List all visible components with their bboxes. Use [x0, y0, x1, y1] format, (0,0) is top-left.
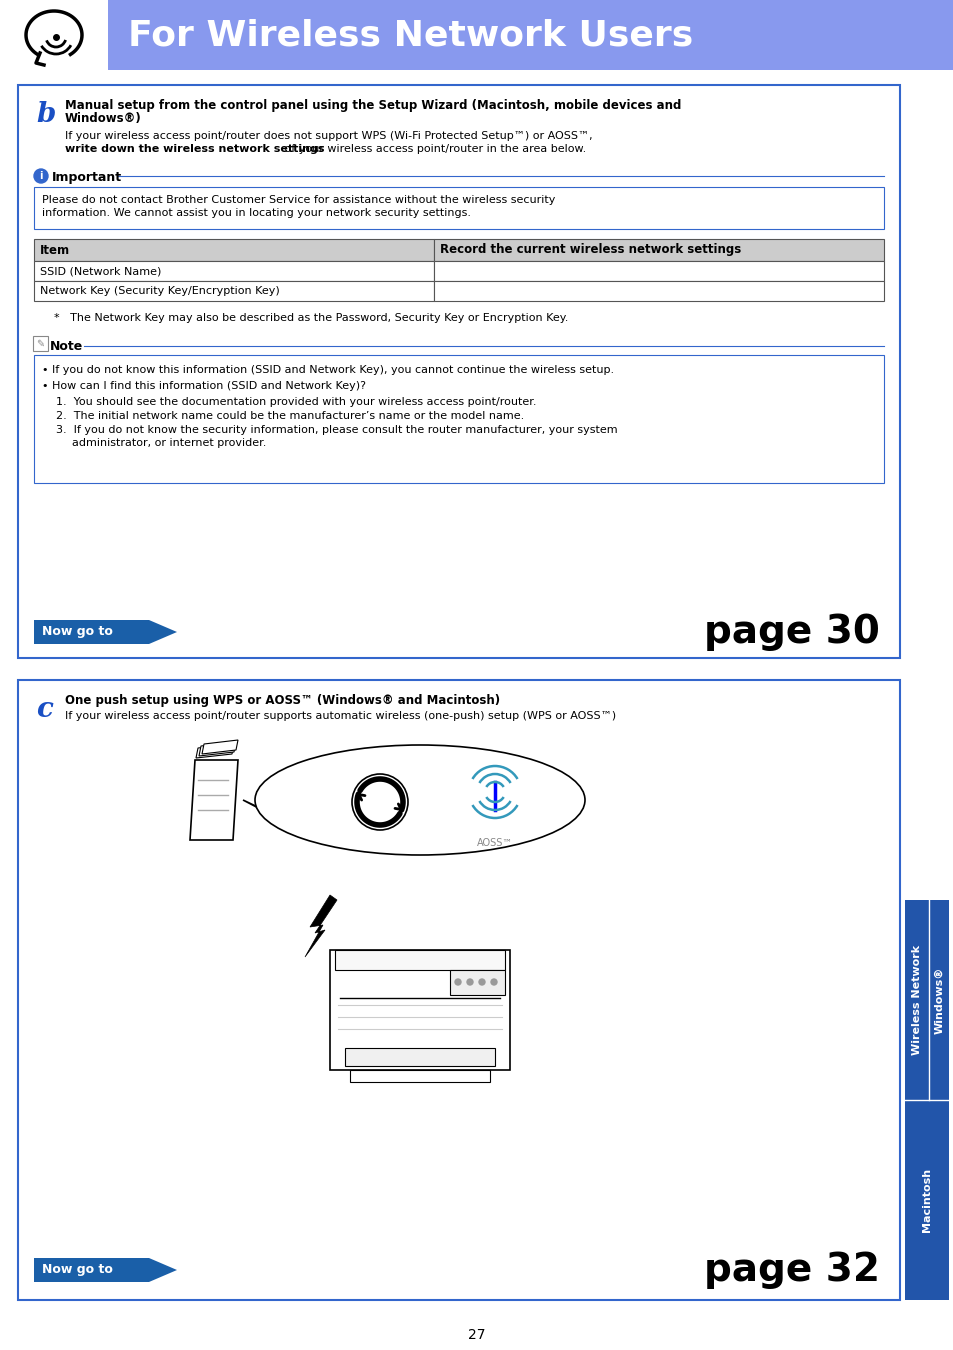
Circle shape	[478, 979, 484, 986]
Polygon shape	[149, 1258, 177, 1282]
Bar	[904, 900, 948, 1300]
Polygon shape	[202, 740, 237, 755]
Text: Network Key (Security Key/Encryption Key): Network Key (Security Key/Encryption Key…	[40, 286, 279, 296]
Text: For Wireless Network Users: For Wireless Network Users	[128, 18, 693, 53]
Text: of your wireless access point/router in the area below.: of your wireless access point/router in …	[281, 144, 586, 154]
Bar	[904, 900, 928, 1100]
Bar	[0, 0, 953, 70]
Text: b: b	[36, 101, 55, 128]
Text: Wireless Network: Wireless Network	[911, 945, 921, 1056]
Text: Item: Item	[40, 243, 71, 256]
Text: *   The Network Key may also be described as the Password, Security Key or Encry: * The Network Key may also be described …	[54, 313, 568, 323]
Circle shape	[34, 169, 48, 184]
Text: Windows®: Windows®	[933, 967, 943, 1034]
Text: 1.  You should see the documentation provided with your wireless access point/ro: 1. You should see the documentation prov…	[56, 397, 536, 406]
FancyBboxPatch shape	[335, 950, 504, 971]
Polygon shape	[195, 744, 233, 757]
Text: If your wireless access point/router does not support WPS (Wi-Fi Protected Setup: If your wireless access point/router doe…	[65, 131, 592, 140]
Text: One push setup using WPS or AOSS™ (Windows® and Macintosh): One push setup using WPS or AOSS™ (Windo…	[65, 694, 499, 707]
Text: • How can I find this information (SSID and Network Key)?: • How can I find this information (SSID …	[42, 381, 366, 392]
Bar	[34, 1258, 149, 1282]
Text: page 32: page 32	[703, 1251, 879, 1289]
Text: administrator, or internet provider.: administrator, or internet provider.	[71, 437, 266, 448]
Text: write down the wireless network settings: write down the wireless network settings	[65, 144, 324, 154]
Text: Please do not contact Brother Customer Service for assistance without the wirele: Please do not contact Brother Customer S…	[42, 194, 555, 205]
Text: Manual setup from the control panel using the Setup Wizard (Macintosh, mobile de: Manual setup from the control panel usin…	[65, 99, 680, 112]
Bar	[0, 0, 108, 70]
Bar	[34, 261, 434, 281]
Circle shape	[455, 979, 460, 986]
Text: Now go to: Now go to	[42, 1264, 112, 1277]
Text: 3.  If you do not know the security information, please consult the router manuf: 3. If you do not know the security infor…	[56, 425, 617, 435]
Polygon shape	[190, 760, 237, 840]
Bar	[434, 239, 883, 261]
Polygon shape	[149, 620, 177, 644]
Polygon shape	[305, 895, 336, 957]
Text: SSID (Network Name): SSID (Network Name)	[40, 266, 161, 275]
Circle shape	[491, 979, 497, 986]
Text: Macintosh: Macintosh	[921, 1168, 931, 1233]
Text: 2.  The initial network name could be the manufacturer’s name or the model name.: 2. The initial network name could be the…	[56, 410, 524, 421]
Text: page 30: page 30	[703, 613, 879, 651]
FancyBboxPatch shape	[345, 1048, 495, 1067]
FancyBboxPatch shape	[18, 680, 899, 1300]
Text: Now go to: Now go to	[42, 625, 112, 639]
FancyBboxPatch shape	[34, 188, 883, 230]
Text: 27: 27	[468, 1328, 485, 1342]
Text: AOSS™: AOSS™	[476, 838, 513, 848]
Bar	[434, 281, 883, 301]
Ellipse shape	[254, 745, 584, 855]
FancyBboxPatch shape	[18, 85, 899, 657]
FancyBboxPatch shape	[33, 336, 48, 351]
Bar	[34, 281, 434, 301]
Text: ✎: ✎	[36, 339, 45, 348]
Circle shape	[467, 979, 473, 986]
Bar	[434, 261, 883, 281]
Text: Note: Note	[50, 340, 83, 352]
Bar	[34, 620, 149, 644]
Text: Record the current wireless network settings: Record the current wireless network sett…	[439, 243, 740, 256]
FancyBboxPatch shape	[330, 950, 510, 1071]
Text: • If you do not know this information (SSID and Network Key), you cannot continu: • If you do not know this information (S…	[42, 364, 614, 375]
Bar	[926, 900, 948, 1300]
Text: Important: Important	[52, 171, 122, 184]
Text: Windows®): Windows®)	[65, 112, 142, 126]
Text: c: c	[36, 697, 52, 724]
FancyBboxPatch shape	[34, 355, 883, 483]
Polygon shape	[243, 801, 310, 836]
Bar	[34, 239, 434, 261]
FancyBboxPatch shape	[450, 971, 504, 995]
FancyBboxPatch shape	[350, 1071, 490, 1081]
Text: If your wireless access point/router supports automatic wireless (one-push) setu: If your wireless access point/router sup…	[65, 711, 616, 721]
Text: i: i	[39, 171, 43, 181]
Text: information. We cannot assist you in locating your network security settings.: information. We cannot assist you in loc…	[42, 208, 471, 217]
Bar	[904, 900, 926, 1300]
Circle shape	[352, 774, 408, 830]
Polygon shape	[199, 743, 235, 756]
